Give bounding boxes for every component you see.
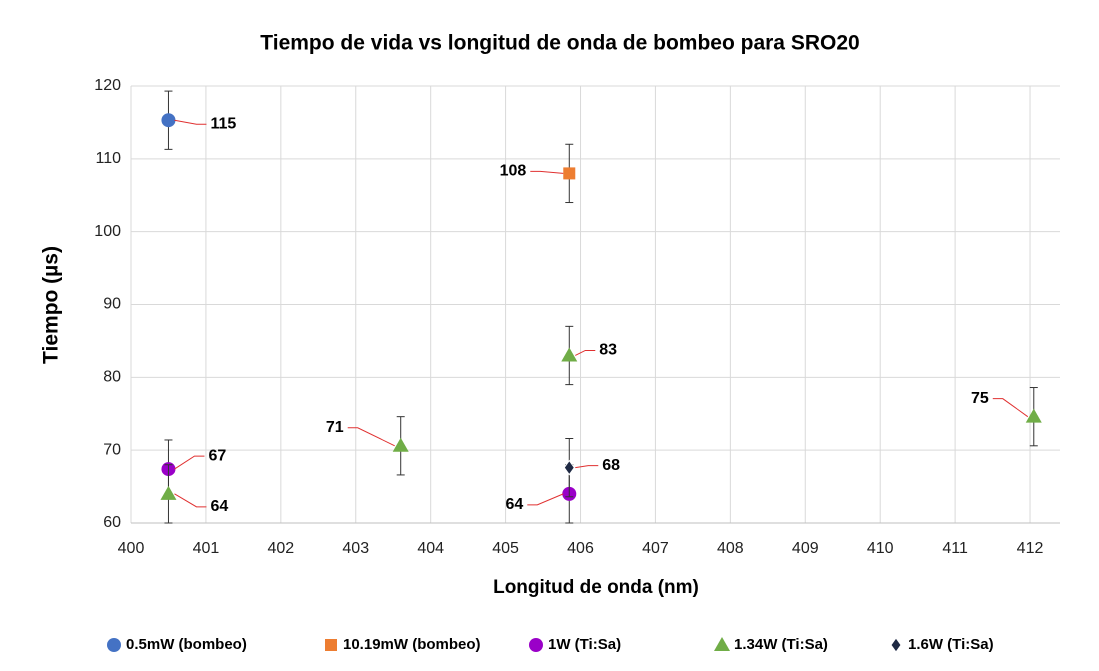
x-tick-label: 407 (642, 540, 669, 557)
x-tick-label: 405 (492, 540, 519, 557)
y-tick-label: 100 (94, 223, 121, 240)
x-tick-label: 411 (942, 540, 968, 557)
x-tick-label: 408 (717, 540, 744, 557)
legend-label: 10.19mW (bombeo) (343, 636, 481, 653)
legend-marker (107, 638, 121, 652)
x-axis-label: Longitud de onda (nm) (493, 577, 699, 598)
x-tick-label: 401 (193, 540, 220, 557)
legend-label: 1.34W (Ti:Sa) (734, 636, 828, 653)
data-point (160, 485, 177, 500)
x-tick-label: 412 (1017, 540, 1044, 557)
leader-line (575, 349, 596, 356)
legend-marker (890, 637, 902, 653)
data-point (392, 437, 409, 452)
legend-marker (529, 638, 543, 652)
leader-line (174, 119, 207, 125)
data-label: 83 (599, 342, 617, 359)
leader-line (527, 493, 564, 506)
legend-label: 1W (Ti:Sa) (548, 636, 621, 653)
data-label: 67 (208, 447, 226, 464)
x-tick-label: 404 (417, 540, 444, 557)
x-tick-label: 403 (342, 540, 369, 557)
legend-label: 1.6W (Ti:Sa) (908, 636, 994, 653)
data-point (563, 459, 575, 476)
x-tick-label: 402 (267, 540, 294, 557)
legend-marker (325, 639, 337, 651)
y-tick-label: 70 (103, 441, 121, 458)
leader-line (992, 398, 1029, 418)
y-tick-label: 80 (103, 369, 121, 386)
x-tick-label: 400 (118, 540, 145, 557)
y-tick-label: 90 (103, 296, 121, 313)
data-point (561, 347, 578, 362)
leader-line (174, 455, 205, 470)
y-tick-label: 110 (95, 150, 121, 167)
leader-line (575, 465, 599, 469)
data-label: 68 (602, 457, 620, 474)
leader-line (347, 427, 395, 447)
legend-marker (714, 637, 730, 651)
data-label: 108 (500, 163, 527, 180)
x-tick-label: 410 (867, 540, 894, 557)
x-tick-label: 406 (567, 540, 594, 557)
leader-line (530, 170, 564, 174)
y-tick-label: 120 (94, 77, 121, 94)
data-label: 64 (505, 496, 523, 513)
data-point (563, 167, 576, 180)
data-label: 71 (326, 419, 344, 436)
data-label: 115 (210, 115, 236, 132)
data-label: 64 (210, 498, 228, 515)
data-label: 75 (971, 390, 989, 407)
y-tick-label: 60 (103, 514, 121, 531)
data-point (161, 113, 176, 128)
data-point (1025, 408, 1042, 423)
leader-line (174, 493, 207, 508)
legend-label: 0.5mW (bombeo) (126, 636, 247, 653)
chart-title: Tiempo de vida vs longitud de onda de bo… (260, 32, 859, 55)
x-tick-label: 409 (792, 540, 819, 557)
y-axis-label: Tiempo (µs) (40, 246, 63, 364)
